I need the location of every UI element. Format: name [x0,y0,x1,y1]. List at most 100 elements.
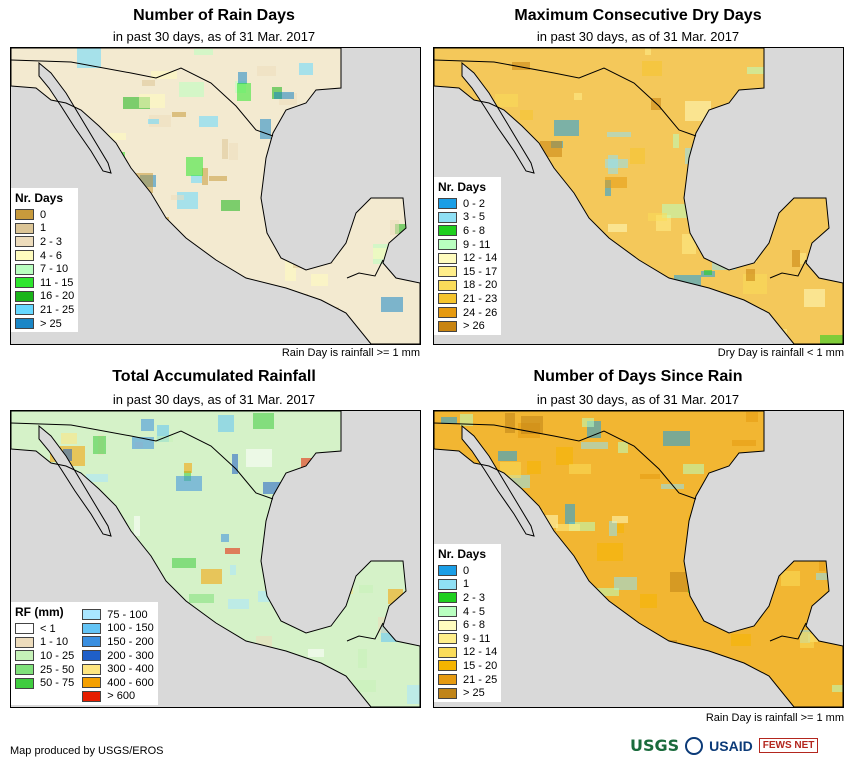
legend-label: 100 - 150 [107,622,154,635]
legend-entry: 21 - 25 [15,303,74,317]
legend-swatch [82,677,102,689]
legend-swatch [438,633,457,645]
legend-entry: 0 [15,208,74,222]
legend-swatch [15,304,34,316]
legend-label: 3 - 5 [463,211,486,224]
legend-label: 75 - 100 [107,608,148,621]
legend-entry: 9 - 11 [438,238,497,252]
legend-swatch [15,250,34,262]
legend-label: 21 - 25 [40,303,75,316]
legend-entry: 11 - 15 [15,276,74,290]
legend-label: 10 - 25 [40,649,75,662]
panel-title-rainfall: Total Accumulated Rainfall [112,368,316,385]
legend-swatch [438,660,457,672]
legend-swatch [82,650,102,662]
legend-label: 24 - 26 [463,306,498,319]
legend-entry: 1 [15,222,74,236]
legend-swatch [438,225,457,237]
legend-label: 1 [463,578,470,591]
legend-swatch [82,663,102,675]
legend-entry: 7 - 10 [15,262,74,276]
legend-entry: 0 [438,564,497,578]
panel-subtitle-days-since-rain: in past 30 days, as of 31 Mar. 2017 [536,392,740,407]
fews-net-logo: FEWS NET [758,738,819,753]
legend-label: 150 - 200 [107,635,154,648]
legend-entry: < 1 [15,622,74,636]
legend-label: 18 - 20 [463,279,498,292]
legend-swatch [82,690,102,702]
legend-entry: 18 - 20 [438,279,497,293]
legend-swatch [438,198,457,210]
legend-entry: 3 - 5 [438,211,497,225]
legend-label: 4 - 6 [40,249,63,262]
legend-entry: 15 - 20 [438,659,497,673]
panel-title-rain-days: Number of Rain Days [133,7,295,24]
legend-swatch [438,619,457,631]
legend-label: > 25 [40,317,62,330]
legend-swatch [15,236,34,248]
legend-label: 0 - 2 [463,197,486,210]
legend-label: 200 - 300 [107,649,154,662]
legend-label: 21 - 23 [463,292,498,305]
legend-swatch [438,687,457,699]
legend-swatch [15,222,34,234]
legend-label: 2 - 3 [40,235,63,248]
legend-entry: 300 - 400 [82,662,154,676]
legend-entry: 15 - 17 [438,265,497,279]
legend-entry: 21 - 23 [438,292,497,306]
legend-label: 11 - 15 [40,276,74,289]
legend-entry: 1 [438,578,497,592]
legend-entry: 12 - 14 [438,646,497,660]
legend-label: 7 - 10 [40,263,69,276]
legend-title: Nr. Days [15,191,64,205]
logo-strip: USGS USAID FEWS NET [630,736,819,755]
legend-entry: 16 - 20 [15,290,74,304]
legend-label: 12 - 14 [463,646,498,659]
legend-title: Nr. Days [438,547,487,561]
legend-label: 12 - 14 [463,252,498,265]
legend-entry: > 26 [438,319,497,333]
legend-swatch [438,239,457,251]
legend-swatch [438,252,457,264]
usaid-logo: USAID [709,737,753,754]
note-days-since-rain: Rain Day is rainfall >= 1 mm [705,712,844,724]
legend-entry: 50 - 75 [15,676,74,690]
legend-label: > 26 [463,320,485,333]
note-dry-days: Dry Day is rainfall < 1 mm [717,347,844,359]
legend-swatch [15,636,34,648]
legend-swatch [438,266,457,278]
legend-label: 6 - 8 [463,619,486,632]
legend-label: 0 [40,208,47,221]
legend-entry: 2 - 3 [15,235,74,249]
legend-entry: 0 - 2 [438,197,497,211]
legend-entry: 4 - 6 [15,249,74,263]
legend-entry: 6 - 8 [438,618,497,632]
legend-label: 50 - 75 [40,677,75,690]
legend-swatch [15,650,34,662]
legend-swatch [438,565,457,577]
legend-label: 1 [40,222,47,235]
map-dry-days [433,47,844,345]
legend-entry: 100 - 150 [82,622,154,636]
legend-entry: > 25 [438,686,497,700]
usaid-seal-icon [685,736,704,755]
legend-swatch [15,664,34,676]
legend-swatch [15,290,34,302]
legend-swatch [438,674,457,686]
legend-swatch [438,592,457,604]
legend-entry: 4 - 5 [438,605,497,619]
legend-swatch [438,646,457,658]
legend-entry: 400 - 600 [82,676,154,690]
panel-subtitle-rainfall: in past 30 days, as of 31 Mar. 2017 [112,392,316,407]
legend-label: 15 - 17 [463,265,498,278]
legend-label: 300 - 400 [107,663,154,676]
legend-entry: 150 - 200 [82,635,154,649]
legend-label: 1 - 10 [40,636,69,649]
legend-entry: 75 - 100 [82,608,153,622]
legend-entry: 25 - 50 [15,663,74,677]
legend-label: 25 - 50 [40,663,75,676]
panel-title-days-since-rain: Number of Days Since Rain [533,368,743,385]
